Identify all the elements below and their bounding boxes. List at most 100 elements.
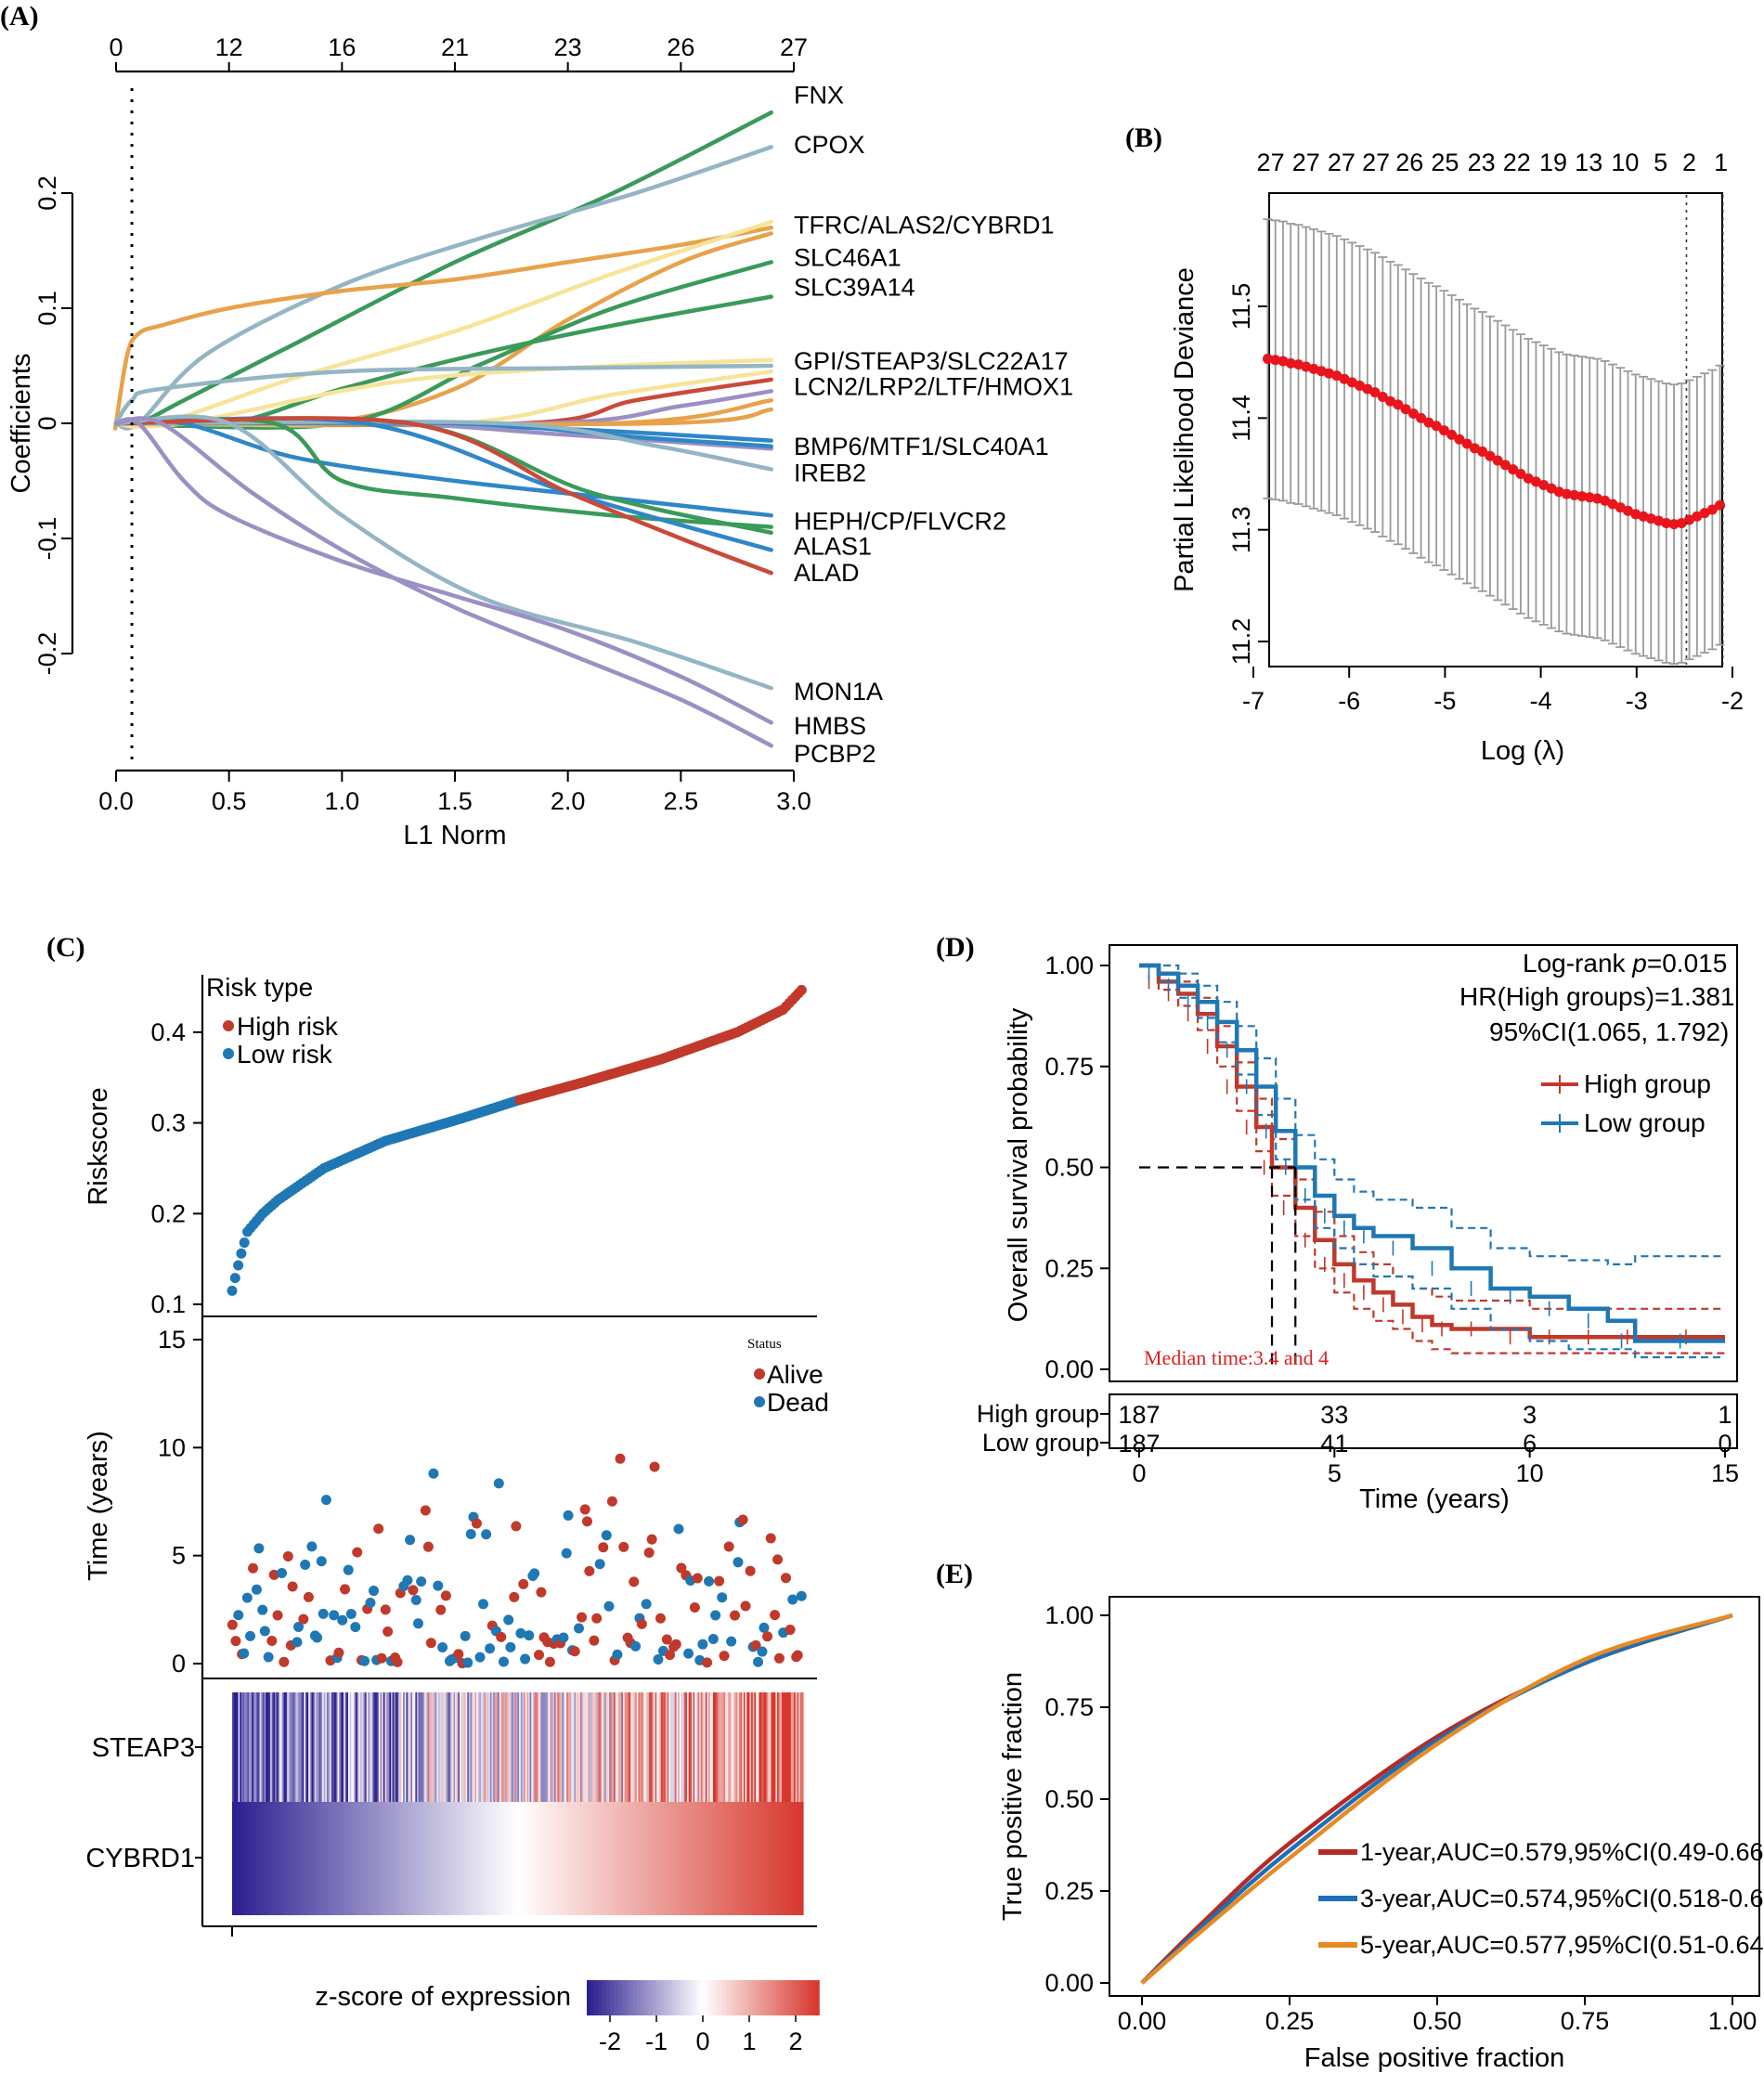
status-point <box>318 1608 329 1619</box>
steap3-cell <box>595 1692 598 1802</box>
status-point <box>518 1578 529 1589</box>
cybrd1-cell <box>735 1802 738 1915</box>
gene-label: ALAD <box>794 559 860 587</box>
c-row-label-steap3: STEAP3 <box>92 1733 195 1763</box>
cybrd1-cell <box>619 1802 622 1915</box>
cybrd1-cell <box>514 1802 517 1915</box>
b-point <box>1362 383 1373 395</box>
cybrd1-cell <box>410 1802 413 1915</box>
status-point <box>707 1633 719 1644</box>
cybrd1-cell <box>737 1802 740 1915</box>
gene-label: PCBP2 <box>794 740 876 768</box>
steap3-cell <box>392 1692 395 1802</box>
status-point <box>629 1576 640 1587</box>
steap3-cell <box>473 1692 476 1802</box>
cybrd1-cell <box>633 1802 636 1915</box>
cybrd1-cell <box>550 1802 552 1915</box>
colorbar-swatch <box>737 1980 743 2015</box>
cybrd1-cell <box>511 1802 514 1915</box>
a-x-tick-label: 1.5 <box>437 787 473 815</box>
cybrd1-cell <box>300 1802 304 1915</box>
steap3-cell <box>247 1692 250 1802</box>
cybrd1-cell <box>245 1802 249 1915</box>
status-point <box>740 1600 751 1612</box>
cybrd1-cell <box>306 1802 309 1915</box>
steap3-cell <box>693 1692 695 1802</box>
colorbar-swatch <box>733 1980 739 2015</box>
steap3-cell <box>396 1692 399 1802</box>
cybrd1-cell <box>567 1802 571 1915</box>
e-y-tick-label: 0.75 <box>1044 1693 1094 1721</box>
status-point <box>257 1604 268 1615</box>
steap3-cell <box>678 1692 681 1802</box>
status-point <box>460 1630 471 1641</box>
status-point <box>737 1514 748 1525</box>
steap3-cell <box>318 1692 320 1802</box>
cybrd1-cell <box>369 1802 372 1915</box>
b-point <box>1645 513 1656 525</box>
d-risk-count: 6 <box>1523 1430 1537 1458</box>
colorbar-swatch <box>683 1980 689 2015</box>
status-point <box>333 1647 344 1658</box>
steap3-cell <box>700 1692 704 1802</box>
colorbar-swatch <box>749 1980 754 2015</box>
gene-label: CPOX <box>794 131 865 159</box>
cybrd1-cell <box>278 1802 280 1915</box>
steap3-cell <box>458 1692 460 1802</box>
colorbar-swatch <box>621 1980 627 2015</box>
steap3-cell <box>344 1692 346 1802</box>
cybrd1-cell <box>446 1802 448 1915</box>
c-risk-legend-title: Risk type <box>206 973 313 1002</box>
colorbar-swatch <box>610 1980 615 2015</box>
c-time-tick-label: 0 <box>172 1650 186 1678</box>
steap3-cell <box>387 1692 390 1802</box>
cybrd1-cell <box>290 1802 292 1915</box>
b-point <box>1431 421 1442 432</box>
cybrd1-cell <box>391 1802 394 1915</box>
steap3-cell <box>365 1692 368 1802</box>
steap3-cell <box>531 1692 534 1802</box>
colorbar-swatch <box>656 1980 661 2015</box>
cybrd1-cell <box>537 1802 540 1915</box>
status-point <box>227 1619 238 1630</box>
colorbar-swatch <box>652 1980 657 2015</box>
cybrd1-cell <box>797 1802 799 1915</box>
d-x-tick-label: 5 <box>1328 1459 1342 1487</box>
cybrd1-cell <box>783 1802 785 1915</box>
cybrd1-cell <box>766 1802 769 1915</box>
status-point <box>279 1656 290 1667</box>
steap3-cell <box>712 1692 716 1802</box>
steap3-cell <box>296 1692 299 1802</box>
status-point <box>692 1573 703 1584</box>
cybrd1-cell <box>789 1802 792 1915</box>
steap3-cell <box>695 1692 699 1802</box>
steap3-cell <box>583 1692 586 1802</box>
cybrd1-cell <box>725 1802 728 1915</box>
steap3-cell <box>383 1692 386 1802</box>
steap3-cell <box>522 1692 525 1802</box>
cybrd1-cell <box>299 1802 302 1915</box>
status-point <box>420 1505 431 1516</box>
steap3-cell <box>615 1692 617 1802</box>
b-point <box>1706 504 1718 515</box>
cybrd1-cell <box>252 1802 254 1915</box>
colorbar-swatch <box>680 1980 684 2015</box>
b-x-axis-title: Log (λ) <box>1481 736 1564 766</box>
cybrd1-cell <box>328 1802 331 1915</box>
steap3-cell <box>380 1692 383 1802</box>
status-point <box>277 1567 288 1578</box>
cybrd1-cell <box>458 1802 460 1915</box>
steap3-cell <box>735 1692 738 1802</box>
roc-curve <box>1140 1613 1733 1985</box>
steap3-cell <box>270 1692 273 1802</box>
km-low-group <box>1139 963 1725 1359</box>
cybrd1-cell <box>777 1802 780 1915</box>
status-point <box>380 1604 391 1615</box>
c-heatmap <box>232 1692 804 1915</box>
steap3-cell <box>636 1692 640 1802</box>
cybrd1-cell <box>648 1802 652 1915</box>
cybrd1-cell <box>313 1802 316 1915</box>
steap3-cell <box>502 1692 505 1802</box>
cybrd1-cell <box>358 1802 361 1915</box>
steap3-cell <box>403 1692 406 1802</box>
